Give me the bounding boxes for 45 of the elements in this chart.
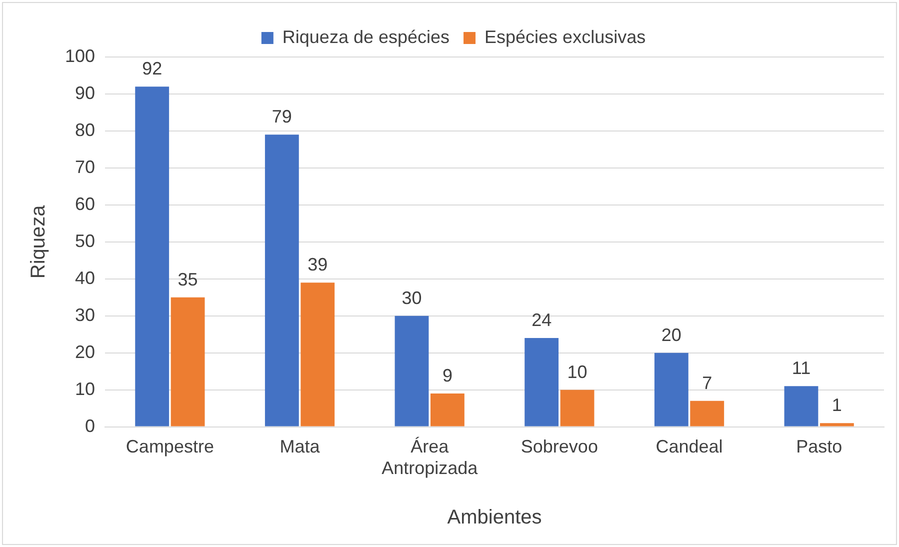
data-label: 92 xyxy=(142,58,162,79)
bar xyxy=(524,338,559,426)
y-tick-label: 30 xyxy=(75,304,96,325)
y-tick-label: 40 xyxy=(75,268,96,288)
y-tick-label: 20 xyxy=(75,342,96,362)
y-tick-label: 50 xyxy=(75,230,96,251)
x-axis-title: Ambientes xyxy=(447,506,542,529)
bar xyxy=(135,86,170,426)
y-tick-label: 90 xyxy=(75,82,96,103)
data-label: 9 xyxy=(442,365,452,386)
data-label: 20 xyxy=(661,324,682,345)
bar xyxy=(654,352,688,426)
y-tick-label: 70 xyxy=(75,156,96,177)
x-tick-label: Pasto xyxy=(796,436,842,457)
y-tick-label: 0 xyxy=(85,416,96,436)
data-label: 11 xyxy=(792,358,811,378)
x-tick-label: Sobrevoo xyxy=(520,436,598,457)
x-tick-label: Área Antropizada xyxy=(382,436,479,478)
legend-label: Riqueza de espécies xyxy=(282,26,450,47)
bar xyxy=(560,390,594,426)
x-tick-label: Campestre xyxy=(126,436,214,457)
bar xyxy=(430,394,464,426)
y-tick-label: 100 xyxy=(64,46,96,66)
y-axis-title: Riqueza xyxy=(28,204,50,279)
data-label: 35 xyxy=(178,269,198,290)
bar xyxy=(394,316,429,426)
y-tick-label: 80 xyxy=(75,120,96,140)
y-tick-label: 60 xyxy=(75,194,96,214)
bar xyxy=(820,423,854,426)
bar xyxy=(170,297,205,426)
data-label: 79 xyxy=(272,106,292,127)
data-label: 1 xyxy=(832,395,842,416)
data-label: 7 xyxy=(702,372,712,393)
data-label: 30 xyxy=(402,288,422,308)
bar xyxy=(264,134,299,426)
bar xyxy=(690,400,724,426)
legend-label: Espécies exclusivas xyxy=(484,26,646,47)
bar xyxy=(784,386,818,426)
data-label: 24 xyxy=(532,310,552,330)
data-label: 10 xyxy=(567,362,588,382)
y-tick-label: 10 xyxy=(75,378,96,399)
bar xyxy=(300,282,335,426)
data-label: 39 xyxy=(308,254,328,275)
x-tick-label: Mata xyxy=(280,436,321,457)
x-tick-label: Candeal xyxy=(656,436,723,457)
